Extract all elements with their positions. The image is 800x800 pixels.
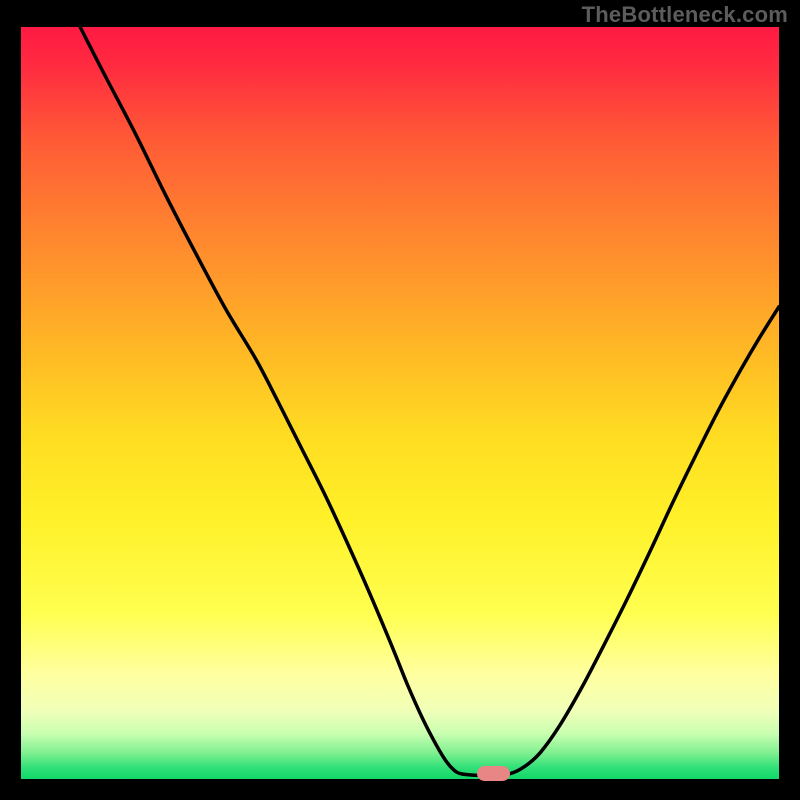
curve-layer (21, 27, 779, 779)
optimum-marker (477, 766, 510, 781)
bottleneck-curve (80, 27, 779, 775)
chart-frame: TheBottleneck.com (0, 0, 800, 800)
watermark-label: TheBottleneck.com (582, 2, 788, 28)
plot-area (21, 27, 779, 779)
